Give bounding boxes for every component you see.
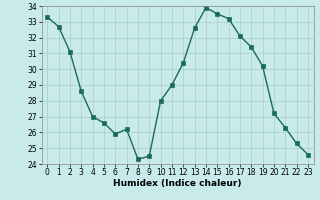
X-axis label: Humidex (Indice chaleur): Humidex (Indice chaleur) xyxy=(113,179,242,188)
